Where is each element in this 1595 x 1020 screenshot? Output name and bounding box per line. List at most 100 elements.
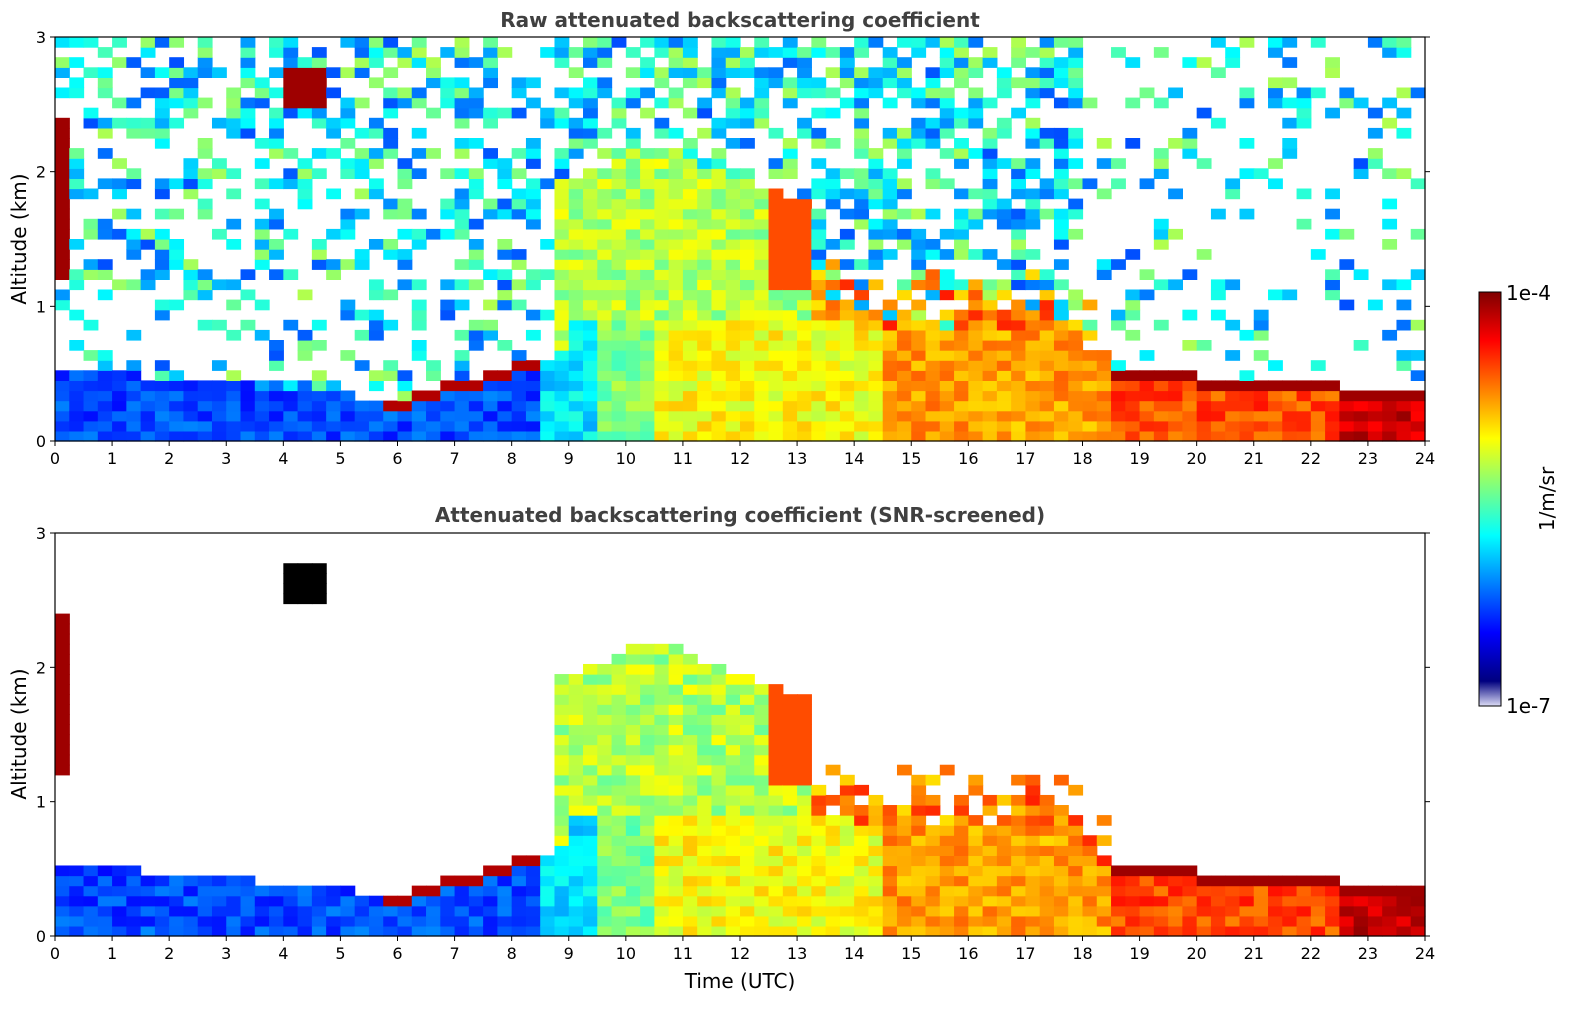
heatmap-cell xyxy=(754,694,770,705)
heatmap-cell xyxy=(597,148,613,159)
heatmap-cell xyxy=(682,360,698,371)
heatmap-cell xyxy=(1025,794,1041,806)
heatmap-cell xyxy=(1096,350,1112,361)
heatmap-cell xyxy=(797,289,812,301)
heatmap-cell xyxy=(711,309,727,321)
heatmap-cell xyxy=(640,915,655,927)
heatmap-cell xyxy=(1396,905,1412,917)
heatmap-cell xyxy=(682,158,698,169)
heatmap-cell xyxy=(854,107,870,119)
heatmap-cell xyxy=(768,734,784,746)
heatmap-cell xyxy=(97,410,113,422)
heatmap-cell xyxy=(269,269,284,280)
heatmap-cell xyxy=(1068,380,1084,392)
heatmap-cell xyxy=(754,794,770,806)
y-tick-label: 0 xyxy=(36,927,46,946)
heatmap-cell xyxy=(1182,148,1198,159)
heatmap-cell xyxy=(483,400,498,412)
heatmap-cell xyxy=(882,218,898,230)
heatmap-cell xyxy=(768,915,784,927)
heatmap-cell xyxy=(996,117,1012,129)
heatmap-cell xyxy=(839,825,855,836)
heatmap-cell xyxy=(1096,188,1112,200)
heatmap-cell xyxy=(583,744,598,756)
heatmap-cell xyxy=(368,77,384,89)
heatmap-cell xyxy=(1253,400,1269,412)
heatmap-cell xyxy=(1111,390,1126,402)
heatmap-cell xyxy=(782,168,798,179)
heatmap-cell xyxy=(768,380,784,392)
heatmap-cell xyxy=(825,47,841,58)
heatmap-cell xyxy=(896,764,912,776)
heatmap-cell xyxy=(668,925,684,937)
heatmap-cell xyxy=(1196,905,1212,917)
heatmap-cell xyxy=(426,400,441,412)
heatmap-cell xyxy=(140,420,156,432)
heatmap-cell xyxy=(1111,875,1126,887)
heatmap-cell xyxy=(754,117,770,129)
heatmap-cell xyxy=(654,430,670,442)
heatmap-cell xyxy=(611,218,627,230)
heatmap-cell xyxy=(597,309,613,321)
heatmap-cell xyxy=(668,430,684,442)
heatmap-cell xyxy=(1325,57,1340,68)
heatmap-cell xyxy=(611,764,627,776)
heatmap-cell xyxy=(754,915,770,927)
heatmap-cell xyxy=(625,714,641,726)
heatmap-cell xyxy=(839,259,855,270)
heatmap-cell xyxy=(1096,430,1112,442)
colorbar-min-label: 1e-7 xyxy=(1506,694,1551,718)
heatmap-cell xyxy=(1082,390,1098,402)
heatmap-cell xyxy=(269,340,284,351)
heatmap-cell xyxy=(982,309,998,321)
heatmap-cell xyxy=(112,430,127,442)
heatmap-cell xyxy=(1410,178,1426,190)
heatmap-cell xyxy=(568,380,584,392)
x-tick-label: 23 xyxy=(1358,449,1378,468)
heatmap-cell xyxy=(354,420,370,432)
heatmap-cell xyxy=(625,259,641,270)
heatmap-cell xyxy=(483,905,498,917)
heatmap-cell xyxy=(397,57,413,68)
heatmap-cell xyxy=(297,168,313,179)
heatmap-cell xyxy=(1310,420,1326,432)
heatmap-cell xyxy=(468,218,484,230)
heatmap-cell xyxy=(896,350,912,361)
heatmap-cell xyxy=(1011,774,1027,786)
heatmap-cell xyxy=(1396,400,1412,412)
heatmap-cell xyxy=(283,67,299,78)
heatmap-cell xyxy=(682,340,698,351)
heatmap-cell xyxy=(540,925,556,937)
y-tick-label: 1 xyxy=(36,793,46,812)
heatmap-cell xyxy=(996,845,1012,856)
heatmap-cell xyxy=(640,259,655,270)
heatmap-cell xyxy=(954,249,969,260)
heatmap-cell xyxy=(468,107,484,119)
heatmap-cell xyxy=(854,127,870,139)
heatmap-cell xyxy=(1139,370,1155,381)
heatmap-cell xyxy=(725,380,741,392)
heatmap-cell xyxy=(1082,905,1098,917)
heatmap-cell xyxy=(483,148,498,159)
heatmap-cell xyxy=(97,895,113,907)
heatmap-cell xyxy=(454,47,470,58)
heatmap-cell xyxy=(583,360,598,371)
heatmap-cell xyxy=(697,694,713,705)
heatmap-cell xyxy=(126,885,142,897)
heatmap-cell xyxy=(55,724,70,736)
heatmap-cell xyxy=(568,350,584,361)
x-tick-label: 11 xyxy=(673,449,693,468)
heatmap-cell xyxy=(811,77,827,89)
heatmap-cell xyxy=(1025,805,1041,816)
heatmap-cell xyxy=(768,370,784,381)
heatmap-cell xyxy=(911,360,927,371)
heatmap-cell xyxy=(112,895,127,907)
heatmap-cell xyxy=(668,340,684,351)
heatmap-cell xyxy=(1382,97,1398,109)
heatmap-cell xyxy=(725,915,741,927)
heatmap-cell xyxy=(126,239,142,250)
heatmap-cell xyxy=(682,67,698,78)
heatmap-cell xyxy=(340,905,356,917)
heatmap-cell xyxy=(782,724,798,736)
heatmap-cell xyxy=(383,430,399,442)
